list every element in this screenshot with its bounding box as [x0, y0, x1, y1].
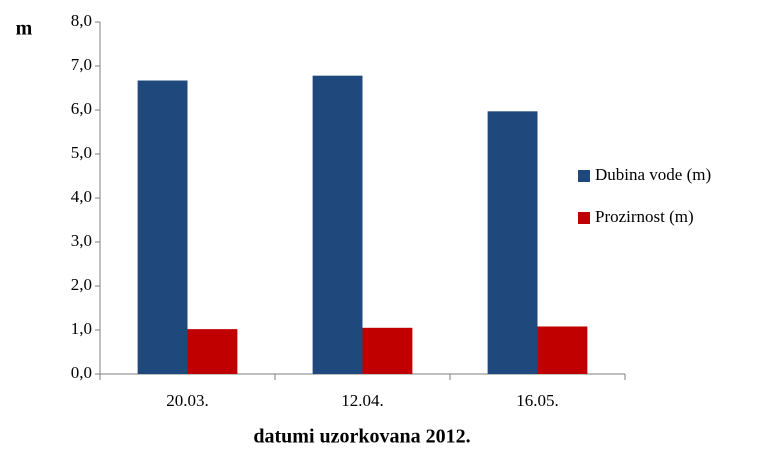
y-tick-label: 3,0 — [71, 231, 92, 250]
y-tick-label: 1,0 — [71, 319, 92, 338]
x-tick-label: 20.03. — [166, 391, 209, 410]
y-tick-label: 2,0 — [71, 275, 92, 294]
bar — [312, 75, 363, 375]
x-tick-label: 12.04. — [341, 391, 384, 410]
legend-swatch — [578, 212, 590, 224]
x-tick-label: 16.05. — [516, 391, 559, 410]
y-tick-label: 6,0 — [71, 99, 92, 118]
bar — [362, 327, 413, 374]
y-tick-label: 7,0 — [71, 55, 92, 74]
legend-swatch — [578, 170, 590, 182]
x-axis-label: datumi uzorkovana 2012. — [253, 426, 470, 448]
legend-label: Prozirnost (m) — [595, 207, 694, 226]
bar — [537, 326, 588, 374]
y-tick-label: 4,0 — [71, 187, 92, 206]
y-tick-label: 5,0 — [71, 143, 92, 162]
y-axis-label: m — [16, 18, 33, 40]
bar — [187, 329, 238, 374]
y-tick-label: 0,0 — [71, 363, 92, 382]
legend-label: Dubina vode (m) — [595, 165, 711, 184]
bar — [137, 80, 188, 375]
bar — [487, 111, 538, 374]
y-tick-label: 8,0 — [71, 11, 92, 30]
